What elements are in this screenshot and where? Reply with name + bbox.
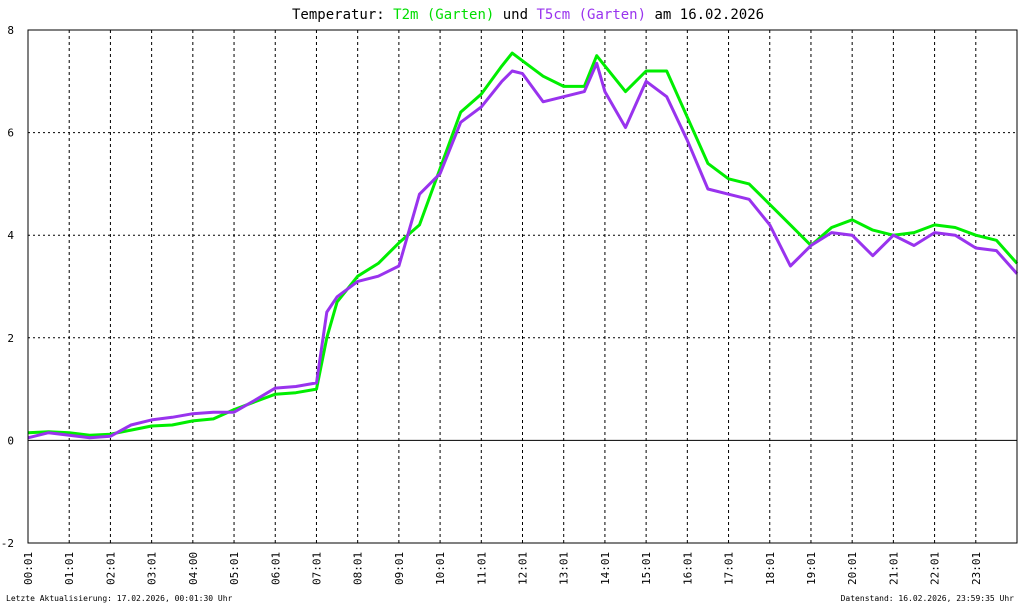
x-tick-labels: 00:01 01:01 02:01 03:01 04:00 05:01 06:01 07:01… xyxy=(22,552,983,585)
y-tick-labels: -2 0 2 4 6 8 xyxy=(1,24,15,550)
title-series2: T5cm (Garten) xyxy=(536,7,646,23)
x-tick-label: 23:01 xyxy=(970,552,983,585)
x-tick-label: 01:01 xyxy=(63,552,76,585)
x-tick-label: 14:01 xyxy=(599,552,612,585)
x-tick-label: 04:00 xyxy=(187,552,200,585)
x-tick-label: 10:01 xyxy=(434,552,447,585)
footer-last-update: Letzte Aktualisierung: 17.02.2026, 00:01… xyxy=(6,594,233,603)
x-tick-label: 00:01 xyxy=(22,552,35,585)
title-series1: T2m (Garten) xyxy=(393,7,494,23)
title-mid: und xyxy=(494,7,536,23)
x-tick-label: 13:01 xyxy=(558,552,571,585)
series-line-t2m xyxy=(27,51,1019,437)
chart-title: Temperatur: T2m (Garten) und T5cm (Garte… xyxy=(292,7,764,23)
x-tick-label: 17:01 xyxy=(723,552,736,585)
x-tick-label: 19:01 xyxy=(805,552,818,585)
y-tick-label: 6 xyxy=(7,127,14,140)
y-tick-label: 2 xyxy=(7,332,14,345)
footer-data-status: Datenstand: 16.02.2026, 23:59:35 Uhr xyxy=(841,594,1015,603)
title-suffix: am 16.02.2026 xyxy=(646,7,764,23)
x-tick-label: 08:01 xyxy=(352,552,365,585)
x-tick-label: 21:01 xyxy=(887,552,900,585)
series-line-t5cm xyxy=(27,61,1019,440)
title-prefix: Temperatur: xyxy=(292,7,393,23)
x-tick-label: 07:01 xyxy=(310,552,323,585)
y-tick-label: -2 xyxy=(1,537,14,550)
x-tick-label: 11:01 xyxy=(475,552,488,585)
y-tick-label: 8 xyxy=(7,24,14,37)
x-tick-label: 03:01 xyxy=(146,552,159,585)
y-tick-label: 4 xyxy=(7,229,14,242)
x-tick-label: 12:01 xyxy=(517,552,530,585)
x-tick-label: 02:01 xyxy=(104,552,117,585)
x-tick-label: 06:01 xyxy=(269,552,282,585)
y-tick-label: 0 xyxy=(7,434,14,447)
x-tick-label: 05:01 xyxy=(228,552,241,585)
x-tick-label: 09:01 xyxy=(393,552,406,585)
series-lines xyxy=(27,51,1019,440)
x-tick-label: 16:01 xyxy=(681,552,694,585)
plot-frame xyxy=(27,29,1018,544)
x-tick-label: 18:01 xyxy=(764,552,777,585)
x-tick-label: 22:01 xyxy=(929,552,942,585)
x-tick-label: 15:01 xyxy=(640,552,653,585)
x-tick-label: 20:01 xyxy=(846,552,859,585)
